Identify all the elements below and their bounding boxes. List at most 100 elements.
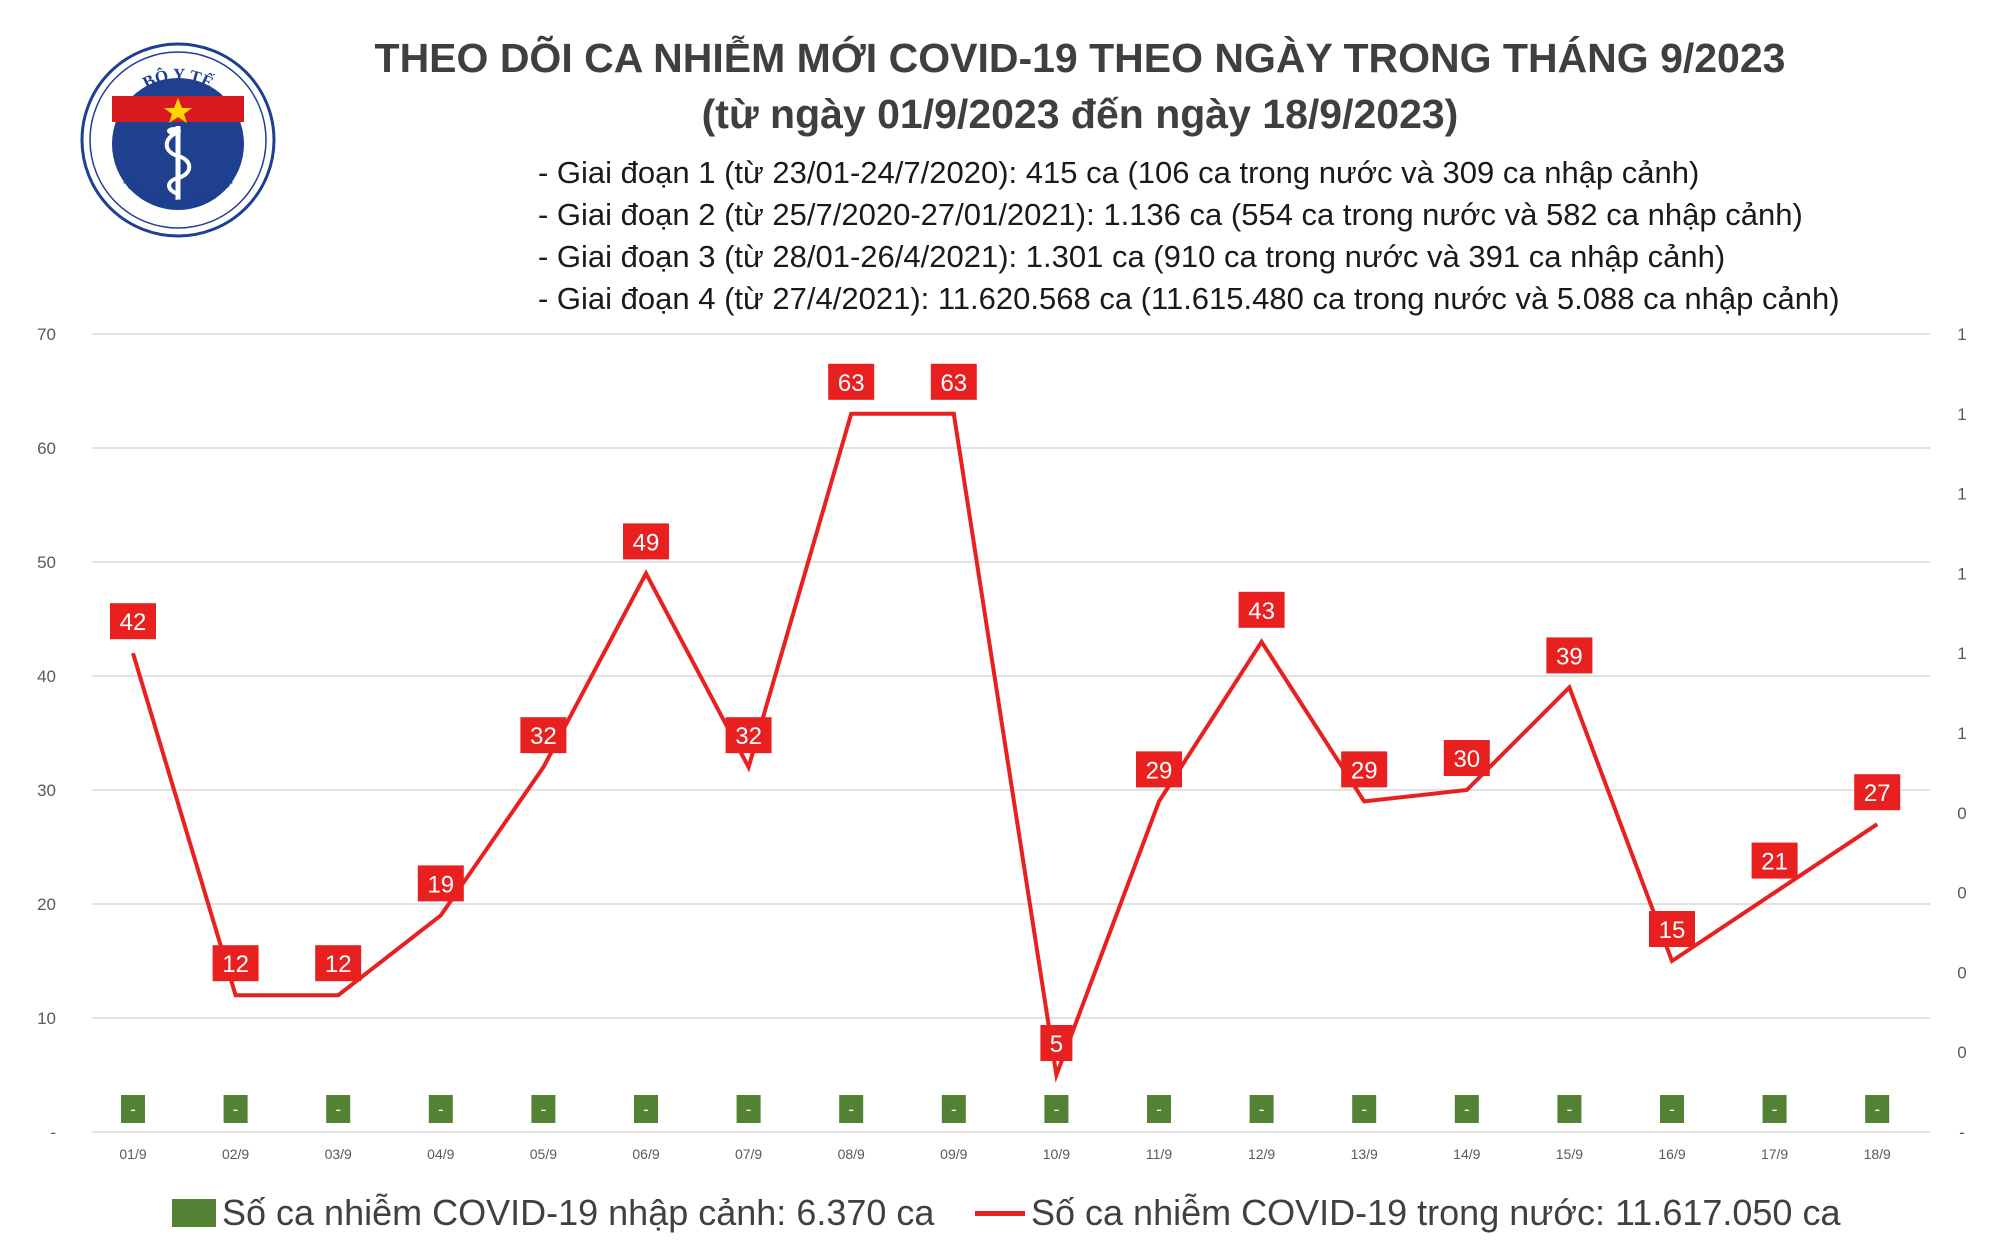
x-axis-tick-label: 14/9	[1453, 1146, 1480, 1162]
imported-data-label: -	[643, 1100, 649, 1119]
domestic-data-label: 63	[940, 370, 967, 397]
domestic-data-label-box	[1040, 1025, 1073, 1061]
x-axis-tick-label: 03/9	[325, 1146, 352, 1162]
domestic-data-label-box	[828, 363, 875, 400]
domestic-data-label-box	[1341, 751, 1388, 788]
imported-bar-marker	[428, 1095, 453, 1123]
legend-item-imported: Số ca nhiễm COVID-19 nhập cảnh: 6.370 ca	[172, 1188, 934, 1238]
right-axis-tick-label: 1	[1957, 644, 1966, 663]
x-axis-tick-label: 17/9	[1761, 1146, 1788, 1162]
imported-bar-marker	[1044, 1095, 1069, 1123]
domestic-data-label: 42	[120, 609, 147, 636]
x-axis-tick-label: 10/9	[1043, 1146, 1070, 1162]
domestic-data-label-box	[1136, 751, 1182, 788]
phase-summary-item: - Giai đoạn 3 (từ 28/01-26/4/2021): 1.30…	[538, 239, 1726, 274]
imported-bar-marker	[1762, 1095, 1787, 1123]
imported-data-label: -	[746, 1100, 752, 1119]
domestic-data-label: 39	[1556, 643, 1583, 670]
imported-data-label: -	[130, 1100, 136, 1119]
x-axis-tick-label: 08/9	[838, 1146, 865, 1162]
legend-label-imported: Số ca nhiễm COVID-19 nhập cảnh: 6.370 ca	[222, 1192, 935, 1233]
phase-summary-item: - Giai đoạn 2 (từ 25/7/2020-27/01/2021):…	[538, 197, 1803, 232]
imported-bar-marker	[1865, 1095, 1890, 1123]
imported-data-label: -	[1361, 1100, 1367, 1119]
imported-bar-marker	[121, 1095, 145, 1123]
imported-bar-marker	[634, 1095, 658, 1123]
domestic-data-label: 32	[735, 723, 762, 750]
domestic-series-line	[131, 411, 1879, 1083]
imported-bar-marker	[1352, 1095, 1377, 1123]
imported-bar-marker	[1147, 1095, 1171, 1123]
y-axis-tick-label: 20	[37, 895, 56, 914]
ministry-of-health-logo: BỘ Y TẾ MINISTRY OF HEALTH	[80, 42, 276, 238]
x-axis-tick-label: 18/9	[1864, 1146, 1891, 1162]
domestic-data-label-box	[417, 865, 464, 902]
domestic-data-label-box	[930, 363, 977, 400]
domestic-data-label-box	[1443, 740, 1490, 776]
right-axis-tick-label: 0	[1957, 804, 1966, 823]
imported-bar-marker	[531, 1095, 556, 1123]
domestic-data-label-box	[110, 603, 156, 640]
imported-data-label: -	[1874, 1100, 1880, 1119]
right-axis-tick-label: 1	[1957, 325, 1966, 344]
chart-title: THEO DÕI CA NHIỄM MỚI COVID-19 THEO NGÀY…	[374, 35, 1786, 81]
x-axis-tick-label: 15/9	[1556, 1146, 1583, 1162]
imported-data-label: -	[1054, 1100, 1060, 1119]
domestic-data-label-box	[725, 717, 772, 754]
domestic-data-label-box	[1649, 911, 1695, 947]
domestic-data-label: 27	[1864, 780, 1891, 807]
imported-bar-marker	[1557, 1095, 1582, 1123]
domestic-data-label: 32	[530, 723, 557, 750]
imported-bar-marker	[941, 1095, 966, 1123]
phase-summary-item: - Giai đoạn 4 (từ 27/4/2021): 11.620.568…	[538, 281, 1840, 316]
imported-bar-marker	[223, 1095, 248, 1123]
x-axis-tick-label: 06/9	[632, 1146, 659, 1162]
imported-data-label: -	[233, 1100, 239, 1119]
y-axis-tick-label: 70	[37, 325, 56, 344]
domestic-data-label: 12	[325, 951, 352, 978]
imported-data-label: -	[335, 1100, 341, 1119]
phase-summary-item: - Giai đoạn 1 (từ 23/01-24/7/2020): 415 …	[538, 155, 1700, 190]
right-axis-tick-label: 1	[1957, 485, 1966, 504]
y-axis-tick-label: 50	[37, 553, 56, 572]
domestic-data-label: 15	[1659, 917, 1686, 944]
imported-data-label: -	[1156, 1100, 1162, 1119]
imported-bar-marker	[1249, 1095, 1274, 1123]
right-axis-tick-label: -	[1959, 1123, 1965, 1142]
x-axis-tick-label: 01/9	[119, 1146, 146, 1162]
domestic-data-label: 21	[1761, 849, 1788, 876]
right-axis-tick-label: 0	[1957, 1043, 1966, 1062]
chart-title-block: THEO DÕI CA NHIỄM MỚI COVID-19 THEO NGÀY…	[300, 30, 1860, 142]
imported-bar-marker	[736, 1095, 761, 1123]
imported-data-label: -	[1567, 1100, 1573, 1119]
imported-data-label: -	[1259, 1100, 1265, 1119]
imported-data-label: -	[541, 1100, 547, 1119]
domestic-data-label: 5	[1050, 1031, 1063, 1058]
x-axis-tick-label: 11/9	[1146, 1146, 1172, 1162]
domestic-data-label-box	[520, 717, 567, 754]
domestic-data-label-box	[1546, 637, 1593, 674]
right-axis-tick-label: 0	[1957, 963, 1966, 982]
y-axis-tick-label: 40	[37, 667, 56, 686]
domestic-data-label-box	[212, 945, 259, 982]
imported-data-label: -	[1669, 1100, 1675, 1119]
imported-data-label: -	[951, 1100, 957, 1119]
legend-label-domestic: Số ca nhiễm COVID-19 trong nước: 11.617.…	[1031, 1192, 1841, 1233]
imported-bar-marker	[1660, 1095, 1684, 1123]
x-axis-tick-label: 12/9	[1248, 1146, 1275, 1162]
right-axis-tick-label: 1	[1957, 405, 1966, 424]
domestic-data-label: 30	[1453, 746, 1480, 773]
domestic-data-label: 49	[633, 529, 660, 556]
x-axis-tick-label: 02/9	[222, 1146, 249, 1162]
domestic-data-label-box	[1751, 842, 1798, 879]
x-axis-tick-label: 16/9	[1658, 1146, 1685, 1162]
x-axis-tick-label: 05/9	[530, 1146, 557, 1162]
x-axis-tick-label: 04/9	[427, 1146, 454, 1162]
y-axis-tick-label: 30	[37, 781, 56, 800]
domestic-data-label-box	[315, 945, 362, 982]
x-axis-tick-label: 09/9	[940, 1146, 967, 1162]
domestic-data-label: 63	[838, 370, 865, 397]
imported-bar-marker	[326, 1095, 351, 1123]
